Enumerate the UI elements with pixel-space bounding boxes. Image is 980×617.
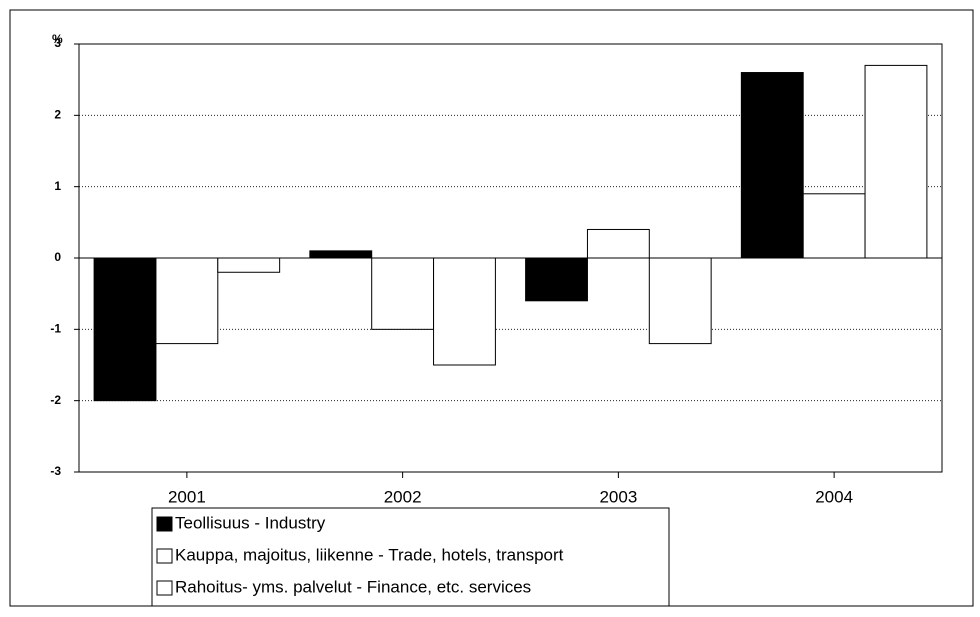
- bar: [648, 257, 712, 345]
- x-tick-label: 2002: [384, 487, 422, 506]
- bar: [864, 64, 928, 259]
- bar: [740, 72, 804, 259]
- legend-box: [151, 507, 670, 607]
- y-axis-label: %: [52, 32, 63, 46]
- y-tick-label: 3: [54, 36, 61, 50]
- x-tick-label: 2001: [168, 487, 206, 506]
- bar: [586, 228, 650, 259]
- bar: [433, 257, 496, 366]
- y-tick-label: 1: [54, 179, 61, 193]
- y-tick-label: 0: [54, 250, 61, 264]
- bar: [309, 250, 373, 259]
- bar: [93, 257, 157, 402]
- bar: [802, 193, 866, 259]
- y-tick-label: -2: [50, 393, 61, 407]
- x-tick-label: 2004: [815, 487, 853, 506]
- bar: [155, 257, 219, 345]
- legend-label: Rahoitus- yms. palvelut - Finance, etc. …: [175, 577, 531, 596]
- legend-label: Teollisuus - Industry: [175, 513, 326, 532]
- legend-swatch: [156, 580, 173, 596]
- y-tick-label: -3: [50, 464, 61, 478]
- bar: [217, 257, 281, 273]
- legend-swatch: [156, 548, 173, 564]
- bar: [371, 257, 435, 330]
- y-tick-label: 2: [54, 108, 61, 122]
- legend-swatch: [156, 516, 173, 532]
- y-tick-label: -1: [50, 322, 61, 336]
- bar: [525, 257, 588, 302]
- x-tick-label: 2003: [599, 487, 637, 506]
- legend-label: Kauppa, majoitus, liikenne - Trade, hote…: [175, 545, 564, 564]
